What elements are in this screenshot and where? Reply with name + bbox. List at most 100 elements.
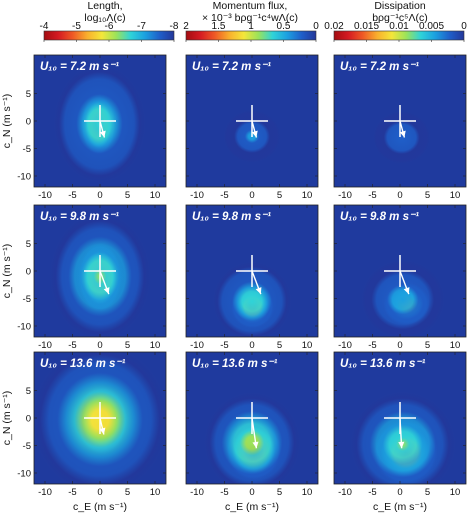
colorbar-tick-label: -6 xyxy=(105,21,114,32)
x-tick-label: -10 xyxy=(338,190,352,201)
wind-arrow-head xyxy=(99,130,106,138)
x-tick-label: -10 xyxy=(338,487,352,498)
y-tick-label: 0 xyxy=(26,117,31,128)
y-tick-label: 0 xyxy=(26,414,31,425)
colorbar-tick-label: 0.015 xyxy=(354,21,379,32)
x-tick-label: -10 xyxy=(190,190,204,201)
x-axis-labels: c_E (m s⁻¹) c_E (m s⁻¹) c_E (m s⁻¹) xyxy=(73,501,427,513)
colorbar-0 xyxy=(43,30,175,41)
colorbar-tick-label: -7 xyxy=(137,21,146,32)
x-tick-label: 10 xyxy=(302,340,313,351)
x-axis-label: c_E (m s⁻¹) xyxy=(73,501,127,513)
wind-arrow-head xyxy=(103,287,110,295)
x-tick-label: -10 xyxy=(338,340,352,351)
x-tick-label: -5 xyxy=(368,487,376,498)
wind-arrow-head xyxy=(251,130,258,138)
col-title-momentum-main: Momentum flux, xyxy=(212,0,288,12)
x-tick-label: -5 xyxy=(68,190,76,201)
colorbar-1 xyxy=(185,30,317,41)
wind-arrow-head xyxy=(399,130,406,138)
x-tick-label: 5 xyxy=(277,487,282,498)
x-tick-label: 5 xyxy=(425,190,430,201)
y-tick-label: -5 xyxy=(23,441,31,452)
x-tick-label: 0 xyxy=(97,190,102,201)
wind-arrow-head xyxy=(398,441,405,449)
y-tick-label: -5 xyxy=(23,294,31,305)
y-tick-label: -10 xyxy=(17,172,31,183)
panel-r1-c0: U₁₀ = 9.8 m s⁻¹ -10 -5 0 5 10 5 0 -5 -10 xyxy=(17,204,167,351)
x-tick-label: 5 xyxy=(125,340,130,351)
colorbar-tick-label: 0.005 xyxy=(419,21,444,32)
x-tick-label: 5 xyxy=(125,190,130,201)
x-tick-label: 10 xyxy=(450,487,461,498)
col-title-length-sub: log₁₀Λ(c) xyxy=(84,12,126,24)
wind-arrow-head xyxy=(255,287,262,295)
panel-wind-label: U₁₀ = 9.8 m s⁻¹ xyxy=(192,211,271,223)
x-tick-label: 5 xyxy=(425,487,430,498)
x-tick-label: 10 xyxy=(150,190,161,201)
y-axis-label: c_N (m s⁻¹) xyxy=(1,94,13,149)
colorbar-2 xyxy=(333,30,465,41)
density-blob xyxy=(373,111,431,164)
y-tick-label: 5 xyxy=(26,386,31,397)
density-blob xyxy=(212,261,292,337)
x-tick-label: 10 xyxy=(450,340,461,351)
colorbar-tick-label: 0.01 xyxy=(389,21,409,32)
x-tick-label: 10 xyxy=(302,487,313,498)
x-tick-label: -10 xyxy=(38,190,52,201)
col-title-dissipation: Dissipation bρg⁻¹c⁵Λ(c) xyxy=(330,0,470,24)
y-tick-label: -10 xyxy=(17,322,31,333)
col-title-length-main: Length, xyxy=(87,0,123,12)
y-tick-label: 5 xyxy=(26,239,31,250)
col-title-dissipation-main: Dissipation xyxy=(374,0,426,12)
col-title-momentum-sub: × 10⁻³ bρg⁻¹c⁴wΛ(c) xyxy=(202,12,298,24)
wind-arrow-head xyxy=(403,287,410,295)
colorbar-tick-label: -5 xyxy=(72,21,81,32)
x-axis-label: c_E (m s⁻¹) xyxy=(373,501,427,513)
y-tick-label: 5 xyxy=(26,89,31,100)
colorbar-tick-label: 0 xyxy=(313,21,319,32)
x-tick-label: 10 xyxy=(450,190,461,201)
colorbar-tick-label: 2 xyxy=(183,21,189,32)
y-axis-labels: c_N (m s⁻¹) c_N (m s⁻¹) c_N (m s⁻¹) xyxy=(1,94,13,446)
x-tick-label: -5 xyxy=(68,487,76,498)
panel-wind-label: U₁₀ = 7.2 m s⁻¹ xyxy=(192,61,271,73)
panel-wind-label: U₁₀ = 7.2 m s⁻¹ xyxy=(340,61,419,73)
x-tick-label: 0 xyxy=(397,190,402,201)
colorbar-tick-label: -4 xyxy=(40,21,49,32)
x-tick-label: -5 xyxy=(220,487,228,498)
panel-r1-c1: U₁₀ = 9.8 m s⁻¹ -10 -5 0 5 10 xyxy=(185,204,319,351)
panel-r0-c0: U₁₀ = 7.2 m s⁻¹ -10 -5 0 5 10 5 0 -5 -10 xyxy=(17,54,167,201)
panel-wind-label: U₁₀ = 9.8 m s⁻¹ xyxy=(340,211,419,223)
panel-wind-label: U₁₀ = 13.6 m s⁻¹ xyxy=(192,358,277,370)
wind-arrow-head xyxy=(252,441,259,449)
x-tick-label: 5 xyxy=(277,190,282,201)
colorbar-tick-label: 0.5 xyxy=(277,21,291,32)
panel-r2-c2: U₁₀ = 13.6 m s⁻¹ -10 -5 0 5 10 xyxy=(333,351,467,498)
colorbar-tick-label: 0 xyxy=(461,21,467,32)
panel-r0-c2: U₁₀ = 7.2 m s⁻¹ -10 -5 0 5 10 xyxy=(333,54,467,201)
x-tick-label: 0 xyxy=(397,487,402,498)
x-tick-label: 5 xyxy=(125,487,130,498)
panel-r0-c1: U₁₀ = 7.2 m s⁻¹ -10 -5 0 5 10 xyxy=(185,54,319,201)
density-blob xyxy=(349,391,456,484)
colorbars: -4 -5 -6 -7 -8 2 1.5 1 0.5 0 0.02 0.015 0.01 0.005 0 xyxy=(40,21,467,42)
x-tick-label: 0 xyxy=(97,340,102,351)
wind-arrow-head xyxy=(99,427,106,435)
x-tick-label: -5 xyxy=(368,190,376,201)
x-tick-label: -5 xyxy=(368,340,376,351)
x-tick-label: 0 xyxy=(397,340,402,351)
y-axis-label: c_N (m s⁻¹) xyxy=(1,391,13,446)
col-title-dissipation-sub: bρg⁻¹c⁵Λ(c) xyxy=(372,12,428,24)
panel-wind-label: U₁₀ = 13.6 m s⁻¹ xyxy=(40,358,125,370)
colorbar-tick-label: -8 xyxy=(170,21,179,32)
y-axis-label: c_N (m s⁻¹) xyxy=(1,244,13,299)
x-axis-label: c_E (m s⁻¹) xyxy=(225,501,279,513)
y-tick-label: -5 xyxy=(23,144,31,155)
panel-wind-label: U₁₀ = 7.2 m s⁻¹ xyxy=(40,61,119,73)
panel-r2-c1: U₁₀ = 13.6 m s⁻¹ -10 -5 0 5 10 xyxy=(185,351,319,498)
x-tick-label: 5 xyxy=(425,340,430,351)
x-tick-label: -10 xyxy=(38,487,52,498)
